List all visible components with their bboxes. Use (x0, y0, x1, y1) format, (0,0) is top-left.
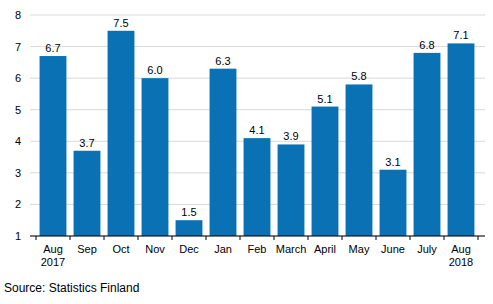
x-tick-label-line: Feb (248, 243, 267, 255)
data-label: 6.7 (45, 42, 60, 54)
bar (244, 138, 271, 236)
data-label: 3.7 (79, 137, 94, 149)
x-tick-label: June (381, 243, 405, 255)
x-tick-label: Jan (214, 243, 232, 255)
x-tick-label: Feb (248, 243, 267, 255)
grid-line (30, 236, 485, 237)
data-label: 7.1 (453, 29, 468, 41)
y-tick-label: 6 (15, 72, 21, 84)
x-tick-label: Sep (77, 243, 97, 255)
x-tick (172, 236, 173, 240)
bar (278, 144, 305, 236)
data-label: 3.9 (283, 130, 298, 142)
bar (74, 151, 101, 236)
bar (312, 107, 339, 236)
x-tick-label: May (349, 243, 370, 255)
y-tick-label: 4 (15, 135, 21, 147)
bar (414, 53, 441, 236)
bar (108, 31, 135, 236)
bars (40, 31, 475, 236)
x-tick-label-line: April (314, 243, 336, 255)
x-tick-label: Oct (112, 243, 129, 255)
x-tick-label-line: May (349, 243, 370, 255)
data-label: 3.1 (385, 156, 400, 168)
x-tick (410, 236, 411, 240)
x-tick-label-line: Sep (77, 243, 97, 255)
y-tick-label: 7 (15, 41, 21, 53)
bar (448, 43, 475, 236)
x-tick (478, 236, 479, 240)
data-label: 6.0 (147, 64, 162, 76)
y-tick-label: 3 (15, 167, 21, 179)
x-tick (70, 236, 71, 240)
x-tick-label-line: 2017 (41, 256, 65, 268)
x-tick (444, 236, 445, 240)
bar (142, 78, 169, 236)
x-tick (206, 236, 207, 240)
x-tick-label: Dec (179, 243, 199, 255)
source: Source: Statistics Finland (4, 281, 139, 295)
grid-line (30, 46, 485, 47)
data-label: 5.8 (351, 70, 366, 82)
x-tick (104, 236, 105, 240)
data-label: 1.5 (181, 206, 196, 218)
data-label: 5.1 (317, 93, 332, 105)
x-tick-label-line: Jan (214, 243, 232, 255)
bar (176, 220, 203, 236)
x-tick (240, 236, 241, 240)
bar (346, 84, 373, 236)
x-tick-label-line: March (276, 243, 307, 255)
x-tick-label-line: Aug (451, 243, 471, 255)
data-label: 4.1 (249, 124, 264, 136)
x-tick-label: Nov (145, 243, 165, 255)
data-label: 7.5 (113, 17, 128, 29)
bar (40, 56, 67, 236)
x-tick (342, 236, 343, 240)
y-tick-label: 8 (15, 9, 21, 21)
data-label: 6.3 (215, 55, 230, 67)
x-tick-label-line: June (381, 243, 405, 255)
x-tick (308, 236, 309, 240)
x-tick-label-line: Aug (43, 243, 63, 255)
x-tick-label: July (417, 243, 437, 255)
x-tick (36, 236, 37, 240)
y-tick-label: 2 (15, 198, 21, 210)
x-tick-label: April (314, 243, 336, 255)
y-tick-label: 5 (15, 104, 21, 116)
chart: 1 2 3 4 5 6 7 8 6.7 3.7 7.5 6.0 1.5 6.3 4.1 3.9 5.1 5.8 3.… (0, 0, 493, 304)
y-tick-label: 1 (15, 230, 21, 242)
data-label: 6.8 (419, 39, 434, 51)
x-tick-label-line: Oct (112, 243, 129, 255)
x-tick (138, 236, 139, 240)
bar (380, 170, 407, 236)
x-axis (30, 236, 485, 237)
x-tick-label-line: July (417, 243, 437, 255)
x-tick (376, 236, 377, 240)
x-tick (274, 236, 275, 240)
x-tick-label-line: Dec (179, 243, 199, 255)
x-tick-label-line: Nov (145, 243, 165, 255)
bar (210, 69, 237, 236)
x-tick-label: March (276, 243, 307, 255)
x-tick-label: Aug2018 (449, 243, 473, 268)
x-tick-label-line: 2018 (449, 256, 473, 268)
grid-line (30, 15, 485, 16)
x-tick-label: Aug2017 (41, 243, 65, 268)
